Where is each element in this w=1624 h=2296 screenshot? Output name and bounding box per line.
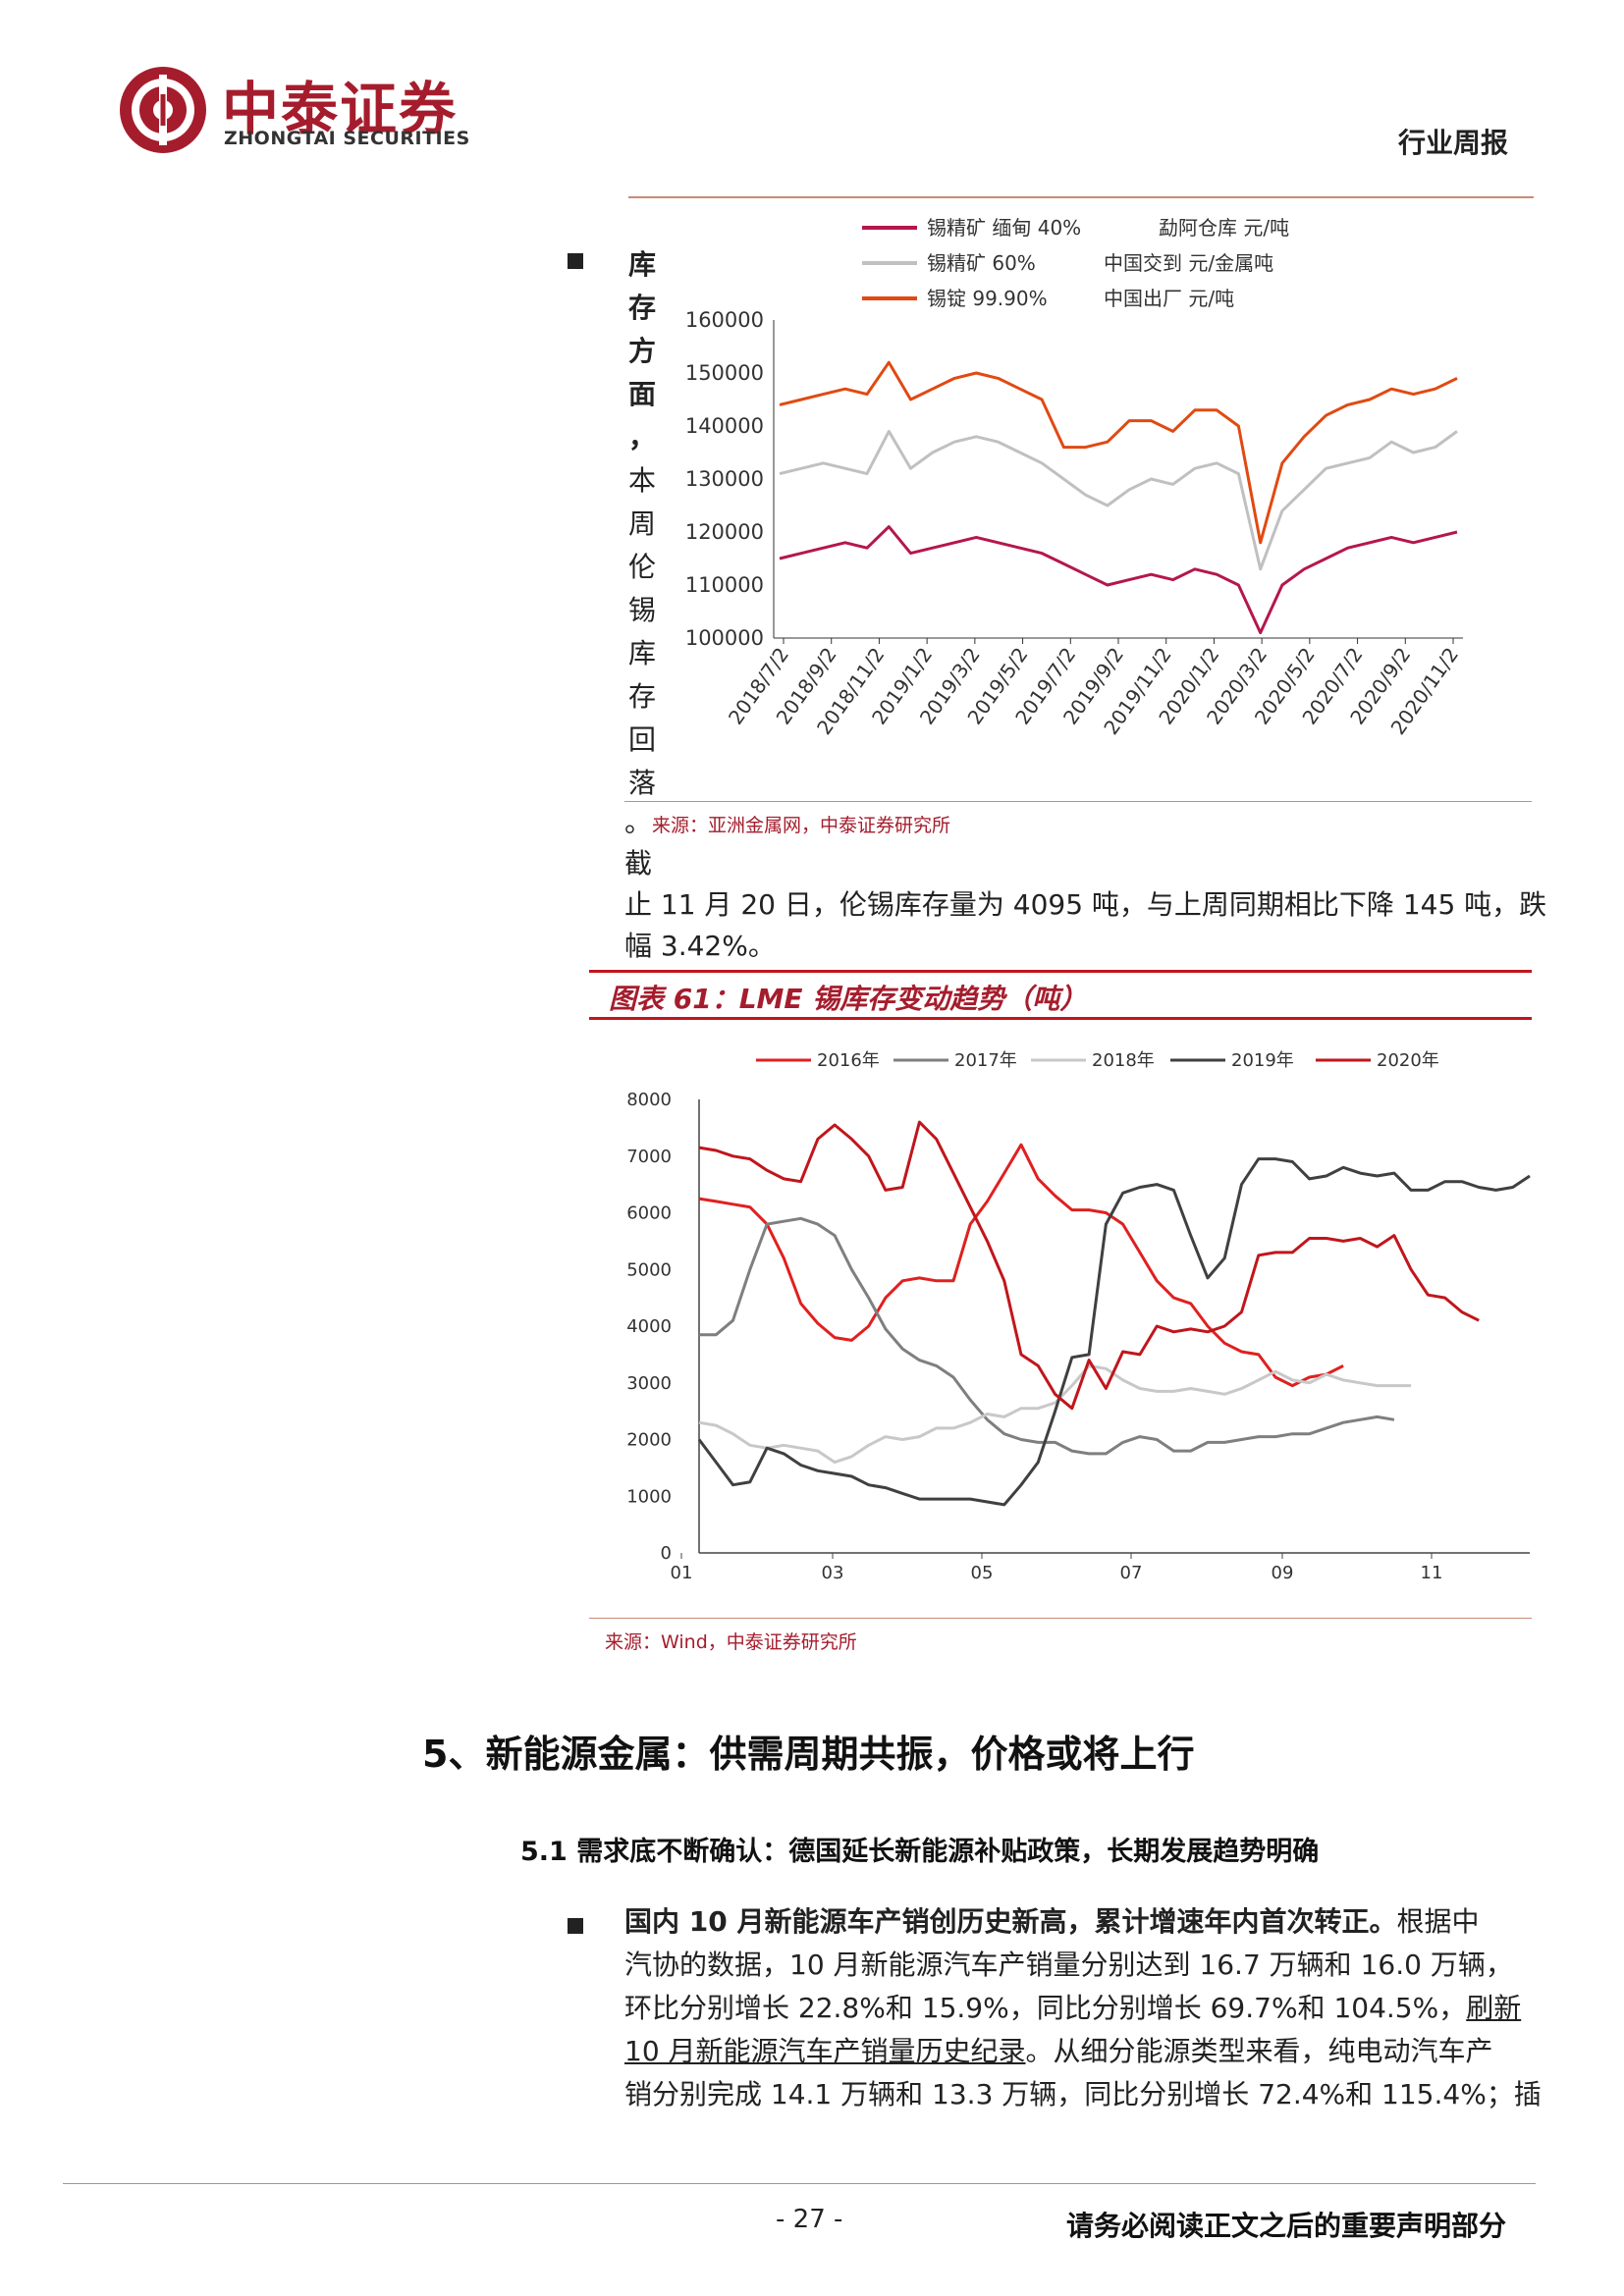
bullet-line-1: 国内 10 月新能源车产销创历史新高，累计增速年内首次转正。根据中 <box>624 1900 1479 1944</box>
section-heading: 5、新能源金属：供需周期共振，价格或将上行 <box>422 1733 1195 1776</box>
y-tick-label: 100000 <box>685 626 764 650</box>
header-rule <box>628 196 1534 198</box>
y-tick-label: 110000 <box>685 573 764 597</box>
figure-bottom-rule <box>589 1618 1532 1619</box>
bullet-square-icon <box>568 253 583 269</box>
legend-label: 2018年 <box>1092 1050 1155 1071</box>
chart-source: 来源：亚洲金属网，中泰证券研究所 <box>652 815 951 836</box>
para-line-1: 止 11 月 20 日，伦锡库存量为 4095 吨，与上周同期相比下降 145 … <box>624 888 1547 921</box>
bullet-square-icon <box>568 1918 583 1934</box>
series-line <box>697 1157 1531 1507</box>
y-tick-label: 2000 <box>626 1430 672 1451</box>
series-line <box>699 1216 1395 1456</box>
figure-title: 图表 61：LME 锡库存变动趋势（吨） <box>609 983 1088 1015</box>
lme-inventory-chart: 2016年 2017年 2018年 2019年 2020年 8000 7000 6000 50… <box>626 1050 1531 1583</box>
y-tick-label: 0 <box>661 1543 672 1564</box>
bullet-line-3-text: 环比分别增长 22.8%和 15.9%，同比分别增长 69.7%和 104.5%… <box>624 1992 1467 2024</box>
legend-unit: 中国交到 元/金属吨 <box>1104 251 1273 275</box>
bullet-line-4: 10 月新能源汽车产销量历史纪录。从细分能源类型来看，纯电动汽车产 <box>624 2030 1493 2073</box>
legend-unit: 中国出厂 元/吨 <box>1104 287 1234 310</box>
x-tick-label: 07 <box>1120 1563 1143 1583</box>
bullet-lead: 国内 10 月新能源车产销创历史新高，累计增速年内首次转正。 <box>624 1905 1397 1938</box>
x-tick-label: 11 <box>1421 1563 1443 1583</box>
heading-char: 存 <box>627 680 656 713</box>
logo-english: ZHONGTAI SECURITIES <box>224 128 470 149</box>
y-tick-label: 6000 <box>626 1203 672 1224</box>
heading-char: 方 <box>627 335 656 367</box>
legend-label: 2020年 <box>1377 1050 1439 1071</box>
y-tick-label: 120000 <box>685 520 764 544</box>
source-rule <box>624 801 1532 802</box>
para-line-2: 幅 3.42%。 <box>624 930 776 962</box>
series-line <box>698 1363 1412 1465</box>
legend-label: 锡锭 99.90% <box>927 287 1048 310</box>
x-tick-label: 01 <box>671 1563 693 1583</box>
figure-top-rule <box>589 970 1532 973</box>
heading-char: 落 <box>627 767 656 799</box>
heading-char: 锡 <box>627 594 656 626</box>
series-line <box>779 360 1458 545</box>
bullet-line-2: 汽协的数据，10 月新能源汽车产销量分别达到 16.7 万辆和 16.0 万辆， <box>624 1949 1513 1981</box>
legend-label: 2016年 <box>817 1050 880 1071</box>
y-tick-label: 130000 <box>685 467 764 491</box>
bullet-line-5: 销分别完成 14.1 万辆和 13.3 万辆，同比分别增长 72.4%和 115… <box>624 2078 1542 2110</box>
lme-legend: 2016年 2017年 2018年 2019年 2020年 <box>756 1050 1439 1071</box>
zhongtai-logo-icon <box>120 67 206 153</box>
series-line <box>779 429 1458 571</box>
legend-label: 2017年 <box>954 1050 1017 1071</box>
legend-label: 锡精矿 60% <box>927 251 1036 275</box>
heading-char: 本 <box>627 464 656 497</box>
legend-label: 锡精矿 缅甸 40% <box>927 216 1081 240</box>
series-line <box>698 1143 1344 1388</box>
bullet-line-3-underlined: 刷新 <box>1466 1992 1522 2024</box>
series-line <box>779 525 1458 635</box>
footer-rule <box>63 2183 1536 2184</box>
legend-label: 2019年 <box>1231 1050 1294 1071</box>
vertical-heading: 库存方面，本周伦锡库存回落 <box>624 243 660 805</box>
lme-axes: 8000 7000 6000 5000 4000 3000 2000 1000 001 03 05 0… <box>626 1090 1530 1583</box>
heading-period: 。 <box>624 806 653 838</box>
y-tick-label: 7000 <box>626 1147 672 1167</box>
para-char: 截 <box>624 847 653 880</box>
report-type: 行业周报 <box>1398 127 1509 159</box>
heading-char: 回 <box>627 723 656 756</box>
legend-unit: 勐阿仓库 元/吨 <box>1159 216 1289 240</box>
bullet-line-4-underlined: 10 月新能源汽车产销量历史纪录 <box>624 2035 1026 2067</box>
figure-source: 来源：Wind，中泰证券研究所 <box>605 1631 857 1653</box>
heading-char: 面 <box>627 378 656 410</box>
y-tick-label: 3000 <box>626 1373 672 1394</box>
tin-price-series <box>779 360 1458 635</box>
heading-char: ， <box>627 421 656 454</box>
bullet-rest: 根据中 <box>1396 1905 1480 1938</box>
y-tick-label: 8000 <box>626 1090 672 1110</box>
x-tick-label: 05 <box>971 1563 994 1583</box>
y-tick-label: 1000 <box>626 1486 672 1507</box>
y-tick-label: 4000 <box>626 1316 672 1337</box>
heading-char: 伦 <box>627 551 656 583</box>
footer-disclaimer: 请务必阅读正文之后的重要声明部分 <box>1066 2210 1507 2242</box>
series-line <box>698 1120 1480 1411</box>
x-tick-label: 09 <box>1272 1563 1294 1583</box>
logo-chinese: 中泰证券 <box>222 76 459 142</box>
y-tick-label: 140000 <box>685 414 764 438</box>
heading-char: 库 <box>627 248 656 281</box>
x-tick-label: 03 <box>822 1563 844 1583</box>
heading-char: 库 <box>627 637 656 669</box>
heading-char: 周 <box>627 507 656 540</box>
tin-price-axes: 160000 150000 140000 130000 120000 110000 1000… <box>685 308 1463 739</box>
vertical-heading-end: 。来源：亚洲金属网，中泰证券研究所 <box>624 801 950 847</box>
figure-title-rule <box>589 1017 1532 1020</box>
subsection-heading: 5.1 需求底不断确认：德国延长新能源补贴政策，长期发展趋势明确 <box>520 1837 1320 1867</box>
lme-series <box>697 1120 1531 1507</box>
bullet-line-4-text: 。从细分能源类型来看，纯电动汽车产 <box>1025 2035 1493 2067</box>
bullet-line-3: 环比分别增长 22.8%和 15.9%，同比分别增长 69.7%和 104.5%… <box>624 1987 1521 2030</box>
y-tick-label: 150000 <box>685 361 764 385</box>
page-number: - 27 - <box>776 2205 843 2234</box>
heading-char: 存 <box>627 292 656 324</box>
y-tick-label: 5000 <box>626 1259 672 1280</box>
y-tick-label: 160000 <box>685 308 764 332</box>
